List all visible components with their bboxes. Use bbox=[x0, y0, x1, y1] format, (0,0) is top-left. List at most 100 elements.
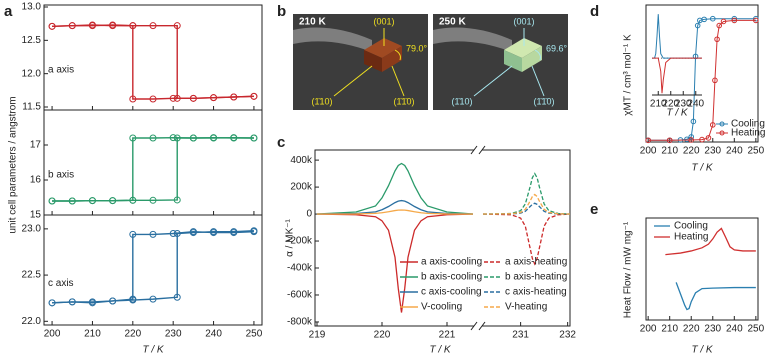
data-point bbox=[714, 36, 720, 43]
x-tick-label: 200 bbox=[640, 324, 657, 335]
series-line bbox=[52, 230, 254, 304]
series-line bbox=[316, 162, 474, 215]
axis-label: T / K bbox=[142, 345, 164, 356]
axis-break bbox=[474, 148, 482, 152]
y-tick-label: 12.5 bbox=[22, 35, 42, 46]
y-tick-label: 16 bbox=[30, 175, 42, 186]
y-tick-label: 400k bbox=[290, 155, 313, 166]
x-tick-label: 230 bbox=[704, 146, 721, 157]
y-tick-label: -400k bbox=[287, 263, 313, 274]
legend-label: c axis-cooling bbox=[421, 287, 482, 298]
data-point bbox=[712, 77, 718, 84]
data-point bbox=[210, 94, 218, 102]
data-point bbox=[169, 229, 177, 237]
x-tick-label: 232 bbox=[559, 330, 576, 341]
data-point bbox=[250, 134, 258, 142]
data-point bbox=[694, 22, 701, 29]
face-label: (1̄10) bbox=[311, 96, 332, 106]
angle-label: 69.6° bbox=[546, 43, 568, 53]
x-tick-label: 210 bbox=[661, 146, 678, 157]
subplot-label: c axis bbox=[48, 278, 74, 289]
x-tick-label: 220 bbox=[662, 99, 679, 110]
data-point bbox=[88, 197, 96, 205]
crystal-face bbox=[522, 46, 542, 72]
data-point bbox=[705, 135, 712, 141]
data-point bbox=[688, 137, 695, 143]
data-point bbox=[129, 22, 137, 30]
face-label: (001) bbox=[513, 16, 534, 26]
series-line bbox=[652, 57, 702, 94]
series-line bbox=[665, 227, 756, 256]
panel-label: c bbox=[277, 134, 285, 151]
series-line bbox=[52, 136, 254, 202]
legend-label: Heating bbox=[674, 232, 708, 243]
data-point bbox=[230, 134, 238, 142]
data-point bbox=[68, 197, 76, 205]
x-tick-label: 221 bbox=[439, 330, 456, 341]
series-line bbox=[652, 14, 702, 59]
x-tick-label: 210 bbox=[84, 329, 101, 340]
x-tick-label: 240 bbox=[726, 146, 743, 157]
legend-label: V-heating bbox=[505, 302, 547, 313]
data-point bbox=[88, 299, 96, 307]
angle-label: 79.0° bbox=[406, 43, 428, 53]
data-point bbox=[731, 15, 738, 22]
data-point bbox=[173, 134, 181, 142]
plot-frame bbox=[645, 217, 759, 321]
face-label: (1̄10) bbox=[451, 96, 472, 106]
data-point bbox=[169, 134, 177, 142]
x-tick-label: 230 bbox=[165, 329, 182, 340]
axis-label: T / K bbox=[429, 345, 451, 356]
x-tick-label: 250 bbox=[748, 324, 765, 335]
x-tick-label: 250 bbox=[748, 146, 765, 157]
data-point bbox=[720, 18, 727, 25]
x-tick-label: 240 bbox=[687, 99, 704, 110]
data-point bbox=[645, 137, 651, 144]
panel-label: d bbox=[590, 3, 599, 20]
x-tick-label: 231 bbox=[512, 330, 529, 341]
y-tick-label: 17 bbox=[30, 140, 42, 151]
axis-label: unit cell parameters / angstrom bbox=[8, 96, 19, 233]
data-point bbox=[169, 94, 177, 102]
legend-label: V-cooling bbox=[421, 302, 462, 313]
break-mark bbox=[470, 145, 478, 155]
series-line bbox=[482, 213, 571, 266]
data-point bbox=[109, 197, 117, 205]
axis-label: T / K bbox=[666, 108, 688, 119]
y-tick-label: 0 bbox=[306, 209, 312, 220]
axis-label: χMT / cm³ mol⁻¹ K bbox=[623, 34, 634, 116]
face-label: (001) bbox=[373, 16, 394, 26]
y-tick-label: 23.0 bbox=[22, 224, 42, 235]
legend-label: b axis-heating bbox=[505, 272, 567, 283]
series-line bbox=[316, 213, 474, 313]
data-point bbox=[690, 118, 697, 125]
label-lines bbox=[333, 28, 405, 97]
data-point bbox=[173, 94, 181, 102]
y-tick-label: 200k bbox=[290, 182, 313, 193]
data-point bbox=[189, 134, 197, 142]
series-line bbox=[482, 172, 571, 215]
axis-label: T / K bbox=[691, 345, 713, 356]
legend-label: a axis-cooling bbox=[421, 257, 482, 268]
data-point bbox=[731, 17, 738, 24]
data-point bbox=[210, 228, 218, 236]
data-point bbox=[701, 16, 707, 23]
data-point bbox=[692, 53, 699, 60]
legend-label: b axis-cooling bbox=[421, 272, 482, 283]
data-point bbox=[68, 298, 76, 306]
data-point bbox=[48, 299, 56, 307]
x-tick-label: 220 bbox=[683, 324, 700, 335]
y-tick-label: -200k bbox=[287, 236, 313, 247]
break-mark bbox=[478, 145, 486, 155]
break-mark bbox=[470, 321, 478, 331]
x-tick-label: 240 bbox=[205, 329, 222, 340]
plot-frame bbox=[314, 149, 571, 327]
axis-break bbox=[474, 324, 482, 328]
crystal-face bbox=[504, 50, 522, 72]
x-tick-label: 220 bbox=[683, 146, 700, 157]
data-point bbox=[129, 196, 137, 204]
legend-label: Heating bbox=[731, 128, 765, 139]
legend-label: Cooling bbox=[731, 119, 765, 130]
panel-label: a bbox=[4, 3, 13, 20]
